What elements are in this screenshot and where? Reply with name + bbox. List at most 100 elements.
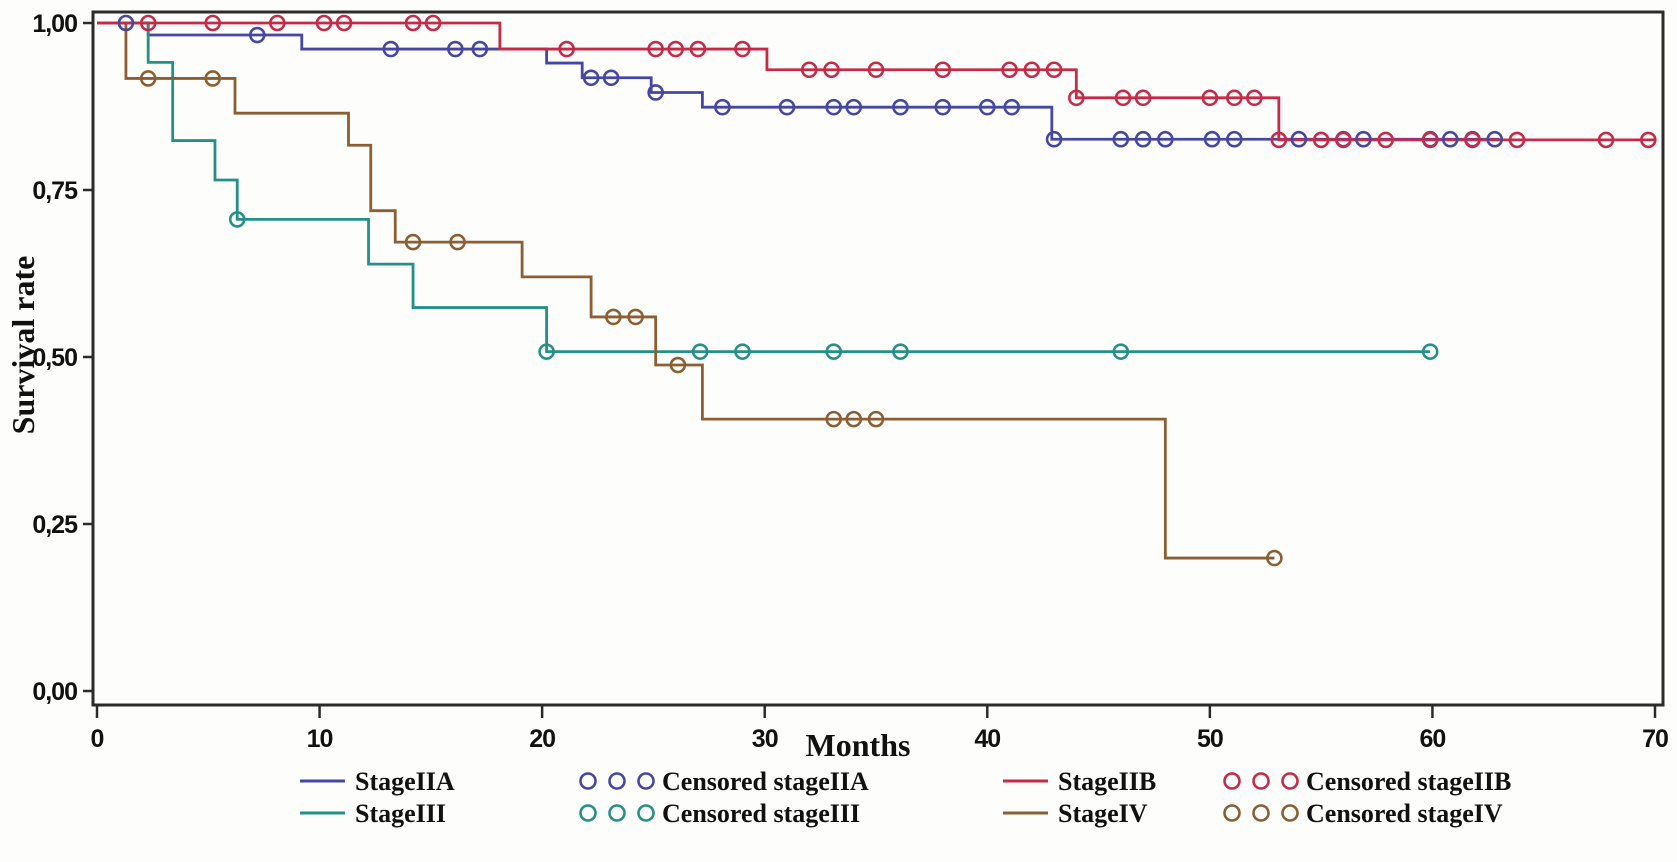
censor-mark-stageiv	[1266, 549, 1283, 567]
censor-mark-stageiib	[404, 14, 422, 32]
censor-mark-stageiib	[1068, 89, 1085, 107]
y-tick-label: 0,25	[32, 511, 78, 539]
censor-mark-stageiia	[602, 69, 620, 87]
plot-frame	[91, 10, 1665, 707]
censor-mark-stageiib	[1246, 89, 1263, 107]
legend-label: StageIIA	[355, 767, 455, 796]
legend-item: Censored stageIV	[1223, 799, 1503, 828]
legend-censor-swatch	[1223, 804, 1241, 822]
censor-mark-stageiib	[689, 40, 707, 58]
x-tick-label: 40	[974, 725, 1000, 753]
censor-mark-stageiib	[934, 61, 952, 79]
legend-item: Censored stageIII	[579, 799, 860, 828]
censor-mark-stageiib	[1023, 61, 1041, 79]
legend-censor-swatch	[608, 804, 626, 822]
legend-item: StageIIA	[300, 767, 455, 796]
censor-mark-stageiv	[867, 410, 885, 428]
censor-mark-stageiv	[627, 308, 644, 326]
censor-mark-stageiii	[825, 343, 843, 360]
curve-stageiii	[97, 21, 1431, 354]
legend-item: Censored stageIIB	[1223, 767, 1511, 796]
censor-mark-stageiia	[825, 98, 843, 116]
censor-mark-stageiib	[1640, 131, 1657, 149]
censor-mark-stageiia	[934, 98, 952, 116]
censor-mark-stageiib	[1114, 89, 1132, 107]
legend-label: StageIIB	[1058, 767, 1156, 796]
censor-mark-stageiib	[1226, 89, 1243, 107]
censor-mark-stageiii	[734, 343, 751, 360]
censor-mark-stageiii	[228, 211, 246, 228]
censor-mark-stageiii	[1421, 343, 1439, 360]
censor-mark-stageiib	[335, 14, 353, 32]
censor-mark-stageiia	[1441, 130, 1459, 148]
x-tick-label: 50	[1197, 725, 1223, 753]
censor-mark-stageiib	[1270, 131, 1288, 149]
censor-mark-stageiia	[845, 98, 863, 116]
censor-mark-stageiia	[778, 98, 796, 116]
legend-item: StageIV	[1003, 799, 1148, 828]
censor-mark-stageiib	[667, 40, 684, 58]
censor-mark-stageiib	[558, 40, 575, 58]
censor-mark-stageiii	[1112, 343, 1130, 360]
x-tick-label: 60	[1420, 725, 1446, 753]
legend-censor-swatch	[637, 804, 655, 822]
censor-mark-stageiib	[1335, 131, 1352, 149]
censor-mark-stageiib	[1312, 131, 1330, 149]
x-tick-label: 30	[752, 725, 778, 753]
censor-mark-stageiia	[1290, 130, 1308, 148]
censor-mark-stageiv	[404, 233, 422, 251]
censor-mark-stageiia	[1045, 130, 1063, 148]
legend-label: StageIV	[1058, 799, 1148, 828]
legend-censor-swatch	[1281, 804, 1299, 822]
legend-label: Censored stageIII	[662, 799, 860, 828]
censor-mark-stageiia	[248, 26, 266, 44]
censor-mark-stageiii	[538, 343, 555, 360]
legend-item: StageIIB	[1003, 767, 1156, 796]
censor-mark-stageiib	[1597, 131, 1615, 149]
censor-mark-stageiia	[892, 98, 909, 116]
x-tick-label: 0	[91, 725, 104, 753]
legend-label: Censored stageIIA	[662, 767, 869, 796]
legend-censor-swatch	[637, 772, 655, 790]
censor-mark-stageiv	[605, 308, 622, 326]
legend: StageIIA Censored stageIIA StageIIB Censore…	[300, 767, 1511, 828]
curve-stageiia	[97, 21, 1500, 141]
censor-mark-stageiv	[449, 233, 466, 251]
censor-mark-stageiib	[315, 14, 333, 32]
censor-markers	[117, 14, 1657, 567]
censor-mark-stageiia	[1486, 130, 1504, 148]
survival-curves	[97, 21, 1655, 560]
legend-censor-swatch	[579, 804, 597, 822]
censor-mark-stageiv	[139, 70, 157, 87]
y-tick-label: 1,00	[32, 10, 77, 38]
x-tick-label: 10	[307, 725, 333, 753]
legend-label: Censored stageIV	[1306, 799, 1503, 828]
censor-mark-stageiii	[691, 343, 709, 360]
censor-mark-stageiib	[647, 40, 664, 58]
x-tick-label: 70	[1642, 725, 1668, 753]
censor-mark-stageiib	[1134, 89, 1152, 107]
censor-mark-stageiv	[204, 70, 222, 87]
censor-mark-stageiia	[1003, 98, 1021, 116]
curve-stageiib	[97, 21, 1655, 142]
censor-mark-stageiia	[582, 69, 600, 87]
y-tick-label: 0,50	[32, 344, 77, 372]
censor-mark-stageiib	[1377, 131, 1394, 149]
legend-label: StageIII	[355, 799, 446, 828]
legend-censor-swatch	[608, 772, 626, 790]
legend-label: Censored stageIIB	[1306, 767, 1511, 796]
y-tick-label: 0,75	[32, 177, 78, 205]
legend-item: StageIII	[300, 799, 446, 828]
y-axis-title: Survival rate	[5, 256, 41, 435]
censor-mark-stageiia	[1157, 130, 1174, 148]
axes: 1,00 0,75 0,50 0,25 0,00 0 10 20 30 40 50 60 70	[32, 10, 1669, 753]
censor-mark-stageiib	[1045, 61, 1063, 79]
censor-mark-stageiia	[1203, 130, 1221, 148]
legend-censor-swatch	[1252, 804, 1270, 822]
censor-mark-stageiib	[1508, 131, 1526, 149]
curve-stageiv	[97, 21, 1275, 560]
censor-mark-stageiia	[1355, 130, 1372, 148]
censor-mark-stageiib	[1001, 61, 1018, 79]
censor-mark-stageiia	[471, 40, 489, 58]
